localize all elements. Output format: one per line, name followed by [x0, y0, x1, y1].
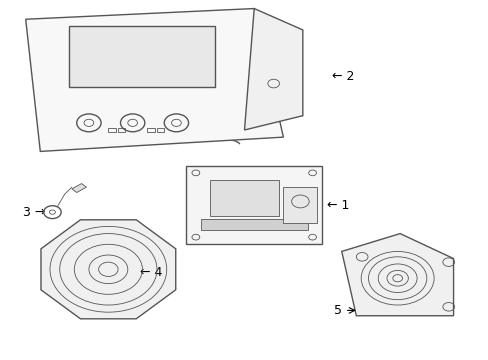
Bar: [201, 219, 307, 230]
Text: ← 4: ← 4: [140, 266, 162, 279]
Polygon shape: [26, 9, 283, 152]
Bar: [157, 128, 164, 132]
Text: 5: 5: [333, 304, 341, 317]
Bar: [210, 180, 278, 216]
Bar: [147, 128, 154, 132]
Text: 3 →: 3 →: [23, 206, 45, 219]
Polygon shape: [244, 9, 302, 130]
Bar: [186, 166, 322, 244]
Text: ← 1: ← 1: [326, 198, 349, 212]
Bar: [283, 187, 317, 223]
Polygon shape: [41, 220, 175, 319]
Text: ← 2: ← 2: [331, 70, 354, 83]
Polygon shape: [72, 184, 86, 193]
Bar: [118, 128, 125, 132]
Polygon shape: [341, 234, 453, 316]
Bar: [108, 128, 116, 132]
Bar: [69, 26, 215, 87]
